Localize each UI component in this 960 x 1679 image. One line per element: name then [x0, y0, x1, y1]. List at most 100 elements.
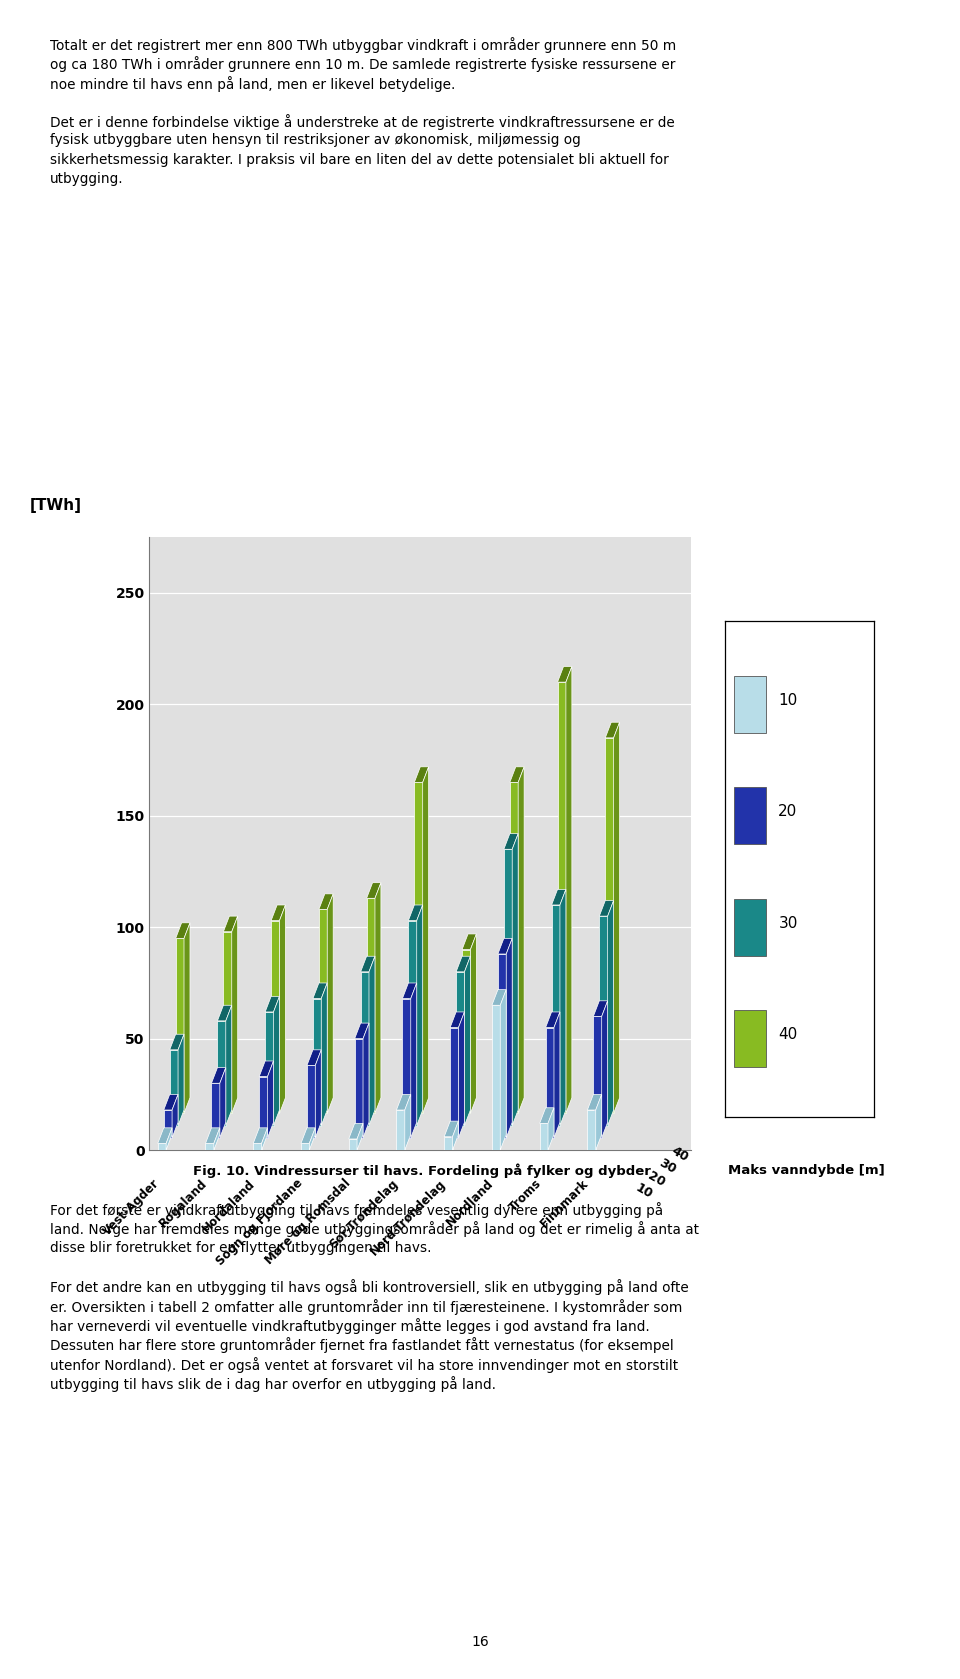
Bar — [733, 898, 766, 955]
Polygon shape — [444, 1122, 459, 1137]
Polygon shape — [456, 957, 470, 972]
Text: Nord-Trøndelag: Nord-Trøndelag — [368, 1177, 448, 1258]
Bar — [492, 1006, 500, 1150]
Polygon shape — [599, 900, 613, 917]
Polygon shape — [593, 1001, 608, 1016]
Bar — [300, 1143, 309, 1150]
Polygon shape — [540, 1108, 554, 1123]
Bar — [444, 1137, 452, 1150]
Bar — [558, 682, 565, 1113]
Polygon shape — [450, 1012, 465, 1028]
Polygon shape — [510, 767, 524, 782]
Polygon shape — [396, 1095, 411, 1110]
Polygon shape — [369, 957, 375, 1125]
Text: 16: 16 — [471, 1635, 489, 1649]
Bar — [588, 1110, 596, 1150]
Polygon shape — [518, 767, 524, 1113]
Polygon shape — [315, 1049, 322, 1138]
Polygon shape — [459, 1012, 465, 1138]
Text: har verneverdi vil eventuelle vindkraftutbygginger måtte legges i god avstand fr: har verneverdi vil eventuelle vindkraftu… — [50, 1318, 650, 1335]
Text: Nordland: Nordland — [444, 1177, 496, 1229]
Polygon shape — [271, 905, 285, 920]
Bar — [253, 1143, 261, 1150]
Bar — [599, 917, 608, 1125]
Polygon shape — [307, 1049, 322, 1066]
Bar — [733, 1011, 766, 1068]
Bar — [361, 972, 369, 1125]
Bar — [319, 910, 327, 1113]
Polygon shape — [417, 905, 422, 1125]
Bar — [170, 1049, 178, 1125]
Polygon shape — [217, 1006, 231, 1021]
Text: Troms: Troms — [507, 1177, 543, 1214]
Polygon shape — [462, 934, 476, 950]
Polygon shape — [348, 1123, 363, 1138]
Polygon shape — [231, 917, 238, 1113]
Polygon shape — [205, 1128, 220, 1143]
Bar — [157, 1143, 166, 1150]
Polygon shape — [465, 957, 470, 1125]
Bar — [176, 939, 184, 1113]
Polygon shape — [588, 1095, 602, 1110]
Polygon shape — [367, 883, 381, 898]
Bar — [408, 920, 417, 1125]
Bar — [733, 675, 766, 732]
Polygon shape — [354, 1023, 369, 1039]
Polygon shape — [176, 923, 190, 939]
Bar — [367, 898, 375, 1113]
Bar — [211, 1083, 220, 1138]
Bar — [510, 782, 518, 1113]
Polygon shape — [363, 1023, 369, 1138]
Polygon shape — [545, 1012, 560, 1028]
Bar — [307, 1066, 315, 1138]
Text: 20: 20 — [645, 1169, 667, 1189]
Text: fysisk utbyggbare uten hensyn til restriksjoner av økonomisk, miljømessig og: fysisk utbyggbare uten hensyn til restri… — [50, 133, 581, 148]
Bar — [396, 1110, 405, 1150]
Text: Møre og Romsdal: Møre og Romsdal — [262, 1177, 353, 1268]
Text: 40: 40 — [669, 1145, 690, 1165]
Text: Hordaland: Hordaland — [200, 1177, 257, 1234]
Polygon shape — [322, 982, 327, 1125]
Text: Maks vanndybde [m]: Maks vanndybde [m] — [728, 1164, 885, 1177]
Polygon shape — [613, 722, 619, 1113]
Text: 30: 30 — [779, 915, 798, 930]
Polygon shape — [357, 1123, 363, 1150]
Polygon shape — [560, 890, 565, 1125]
Polygon shape — [327, 893, 333, 1113]
Text: utbygging til havs slik de i dag har overfor en utbygging på land.: utbygging til havs slik de i dag har ove… — [50, 1377, 496, 1392]
Polygon shape — [268, 1061, 274, 1138]
Text: er. Oversikten i tabell 2 omfatter alle gruntområder inn til fjæresteinene. I ky: er. Oversikten i tabell 2 omfatter alle … — [50, 1300, 683, 1315]
Bar — [415, 782, 422, 1113]
Polygon shape — [506, 939, 513, 1138]
Text: 20: 20 — [779, 804, 798, 819]
Text: 10: 10 — [634, 1182, 655, 1200]
Polygon shape — [265, 996, 279, 1012]
Polygon shape — [259, 1061, 274, 1076]
Polygon shape — [361, 957, 375, 972]
Bar — [271, 920, 279, 1113]
Polygon shape — [261, 1128, 268, 1150]
Bar — [456, 972, 465, 1125]
Bar — [354, 1039, 363, 1138]
Polygon shape — [513, 834, 518, 1125]
Bar — [504, 850, 513, 1125]
Polygon shape — [602, 1001, 608, 1138]
Bar — [733, 787, 766, 845]
Polygon shape — [411, 982, 417, 1138]
Bar — [552, 905, 560, 1125]
Polygon shape — [605, 722, 619, 737]
Polygon shape — [300, 1128, 315, 1143]
Bar — [605, 737, 613, 1113]
Text: noe mindre til havs enn på land, men er likevel betydelige.: noe mindre til havs enn på land, men er … — [50, 76, 455, 92]
Polygon shape — [470, 934, 476, 1113]
Polygon shape — [565, 667, 572, 1113]
Bar — [540, 1123, 548, 1150]
Text: Dessuten har flere store gruntområder fjernet fra fastlandet fått vernestatus (f: Dessuten har flere store gruntområder fj… — [50, 1338, 674, 1353]
Text: 10: 10 — [779, 693, 798, 709]
Polygon shape — [504, 834, 518, 850]
Text: Rogaland: Rogaland — [156, 1177, 209, 1231]
Polygon shape — [214, 1128, 220, 1150]
Text: utbygging.: utbygging. — [50, 171, 124, 186]
Text: 30: 30 — [658, 1157, 679, 1177]
Text: disse blir foretrukket for en flytter utbyggingen til havs.: disse blir foretrukket for en flytter ut… — [50, 1241, 431, 1254]
